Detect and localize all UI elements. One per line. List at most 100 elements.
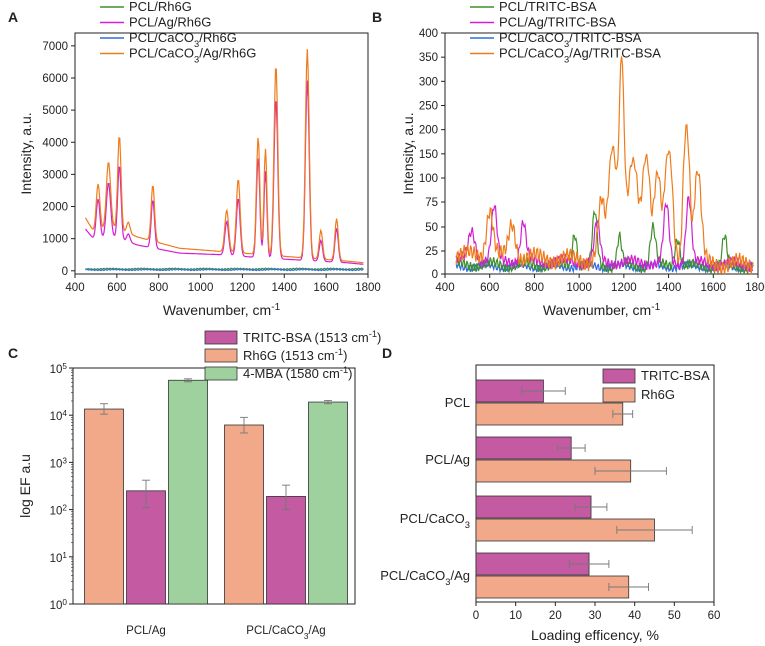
c-legend-label-part: )	[348, 366, 352, 381]
b-legend-label-part: PCL/CaCO	[499, 46, 564, 61]
b-ytick-label: 75	[425, 197, 438, 209]
b-xtick-label: 1800	[745, 282, 765, 294]
d-legend-label: Rh6G	[641, 387, 675, 402]
a-ytick-label: 7000	[42, 41, 68, 53]
b-ytick-label: 250	[419, 101, 438, 113]
a-xaxis-label: Wavenumber, cm-1	[163, 302, 281, 319]
d-xtick-label: 30	[589, 610, 602, 622]
a-ytick-label: 1000	[42, 234, 68, 246]
a-legend-label: PCL/CaCO3/Rh6G	[129, 30, 237, 49]
a-ytick-label: 5000	[42, 105, 68, 117]
a-xtick-label: 1400	[271, 282, 297, 294]
a-legend-label-part: /Ag/Rh6G	[199, 46, 256, 61]
b-xtick-label: 400	[435, 282, 454, 294]
c-ytick-base: 10	[50, 411, 63, 423]
b-legend-label: PCL/CaCO3/TRITC-BSA	[499, 30, 642, 49]
b-series-line-orange	[455, 56, 754, 275]
d-category-label: PCL/Ag	[425, 452, 470, 467]
c-legend-label-part: -1	[369, 329, 377, 339]
c-legend-label: Rh6G (1513 cm-1)	[243, 347, 347, 363]
c-ytick-label: 103	[50, 456, 68, 471]
c-category-label-part: PCL/Ag	[126, 625, 166, 637]
c-legend-swatch	[204, 348, 238, 363]
b-xtick-label: 600	[480, 282, 499, 294]
c-ytick-exp: 2	[62, 503, 67, 512]
d-xtick-label: 20	[549, 610, 562, 622]
c-category-label-part: 3	[304, 632, 309, 641]
b-ytick-label: 50	[425, 222, 438, 234]
a-ytick-label: 4000	[42, 137, 68, 149]
a-yaxis-label: Intensity, a.u.	[18, 112, 34, 194]
d-xtick-label: 0	[473, 610, 479, 622]
a-ytick-label: 6000	[42, 73, 68, 85]
c-ytick-label: 101	[50, 550, 68, 565]
b-ytick-label: 300	[419, 76, 438, 88]
c-legend-label-part: -1	[335, 347, 343, 357]
a-xaxis-label-text: Wavenumber, cm	[163, 302, 271, 318]
c-legend-swatch	[204, 366, 238, 381]
a-xtick-label: 1200	[230, 282, 256, 294]
d-xtick-label: 10	[509, 610, 522, 622]
d-legend-label: TRITC-BSA	[641, 368, 710, 383]
panel-c-label: C	[8, 345, 18, 361]
a-ytick-label: 0	[62, 266, 68, 278]
c-bar-rh6g	[84, 408, 124, 605]
d-xtick-label: 40	[628, 610, 641, 622]
c-legend-label-part: TRITC-BSA (1513 cm	[243, 330, 369, 345]
a-xtick-label: 1800	[355, 282, 381, 294]
c-legend-label-part: Rh6G (1513 cm	[243, 348, 335, 363]
b-series-line-green	[455, 209, 754, 275]
d-xaxis-label: Loading efficency, %	[531, 627, 659, 643]
b-ytick-label: 100	[419, 173, 438, 185]
c-legend-label: TRITC-BSA (1513 cm-1)	[243, 329, 381, 345]
d-category-label-part: PCL/Ag	[425, 452, 470, 467]
d-category-label: PCL/CaCO3/Ag	[380, 568, 470, 587]
c-ytick-base: 10	[50, 553, 63, 565]
a-legend-label: PCL/CaCO3/Ag/Rh6G	[129, 46, 256, 65]
d-xtick-label: 50	[668, 610, 681, 622]
d-bar-rh6g	[475, 575, 630, 599]
a-legend-label-part: 3	[194, 39, 199, 49]
d-bar-rh6g	[475, 402, 624, 426]
a-series-line-orange	[84, 49, 364, 264]
b-xtick-label: 1600	[700, 282, 726, 294]
d-category-label-part: 3	[445, 577, 450, 587]
c-legend-label-part: )	[377, 330, 381, 345]
d-category-label-part: 3	[465, 520, 470, 530]
d-bar-tritc-bsa	[475, 495, 592, 519]
a-xtick-label: 400	[65, 282, 84, 294]
c-yaxis-label: log EF a.u	[17, 454, 33, 518]
a-legend-label-part: PCL/CaCO	[129, 30, 194, 45]
b-xtick-label: 800	[525, 282, 544, 294]
b-ytick-label: 0	[432, 269, 438, 281]
b-xtick-label: 1400	[656, 282, 682, 294]
c-ytick-label: 102	[50, 503, 68, 518]
c-bar-tritc-bsa	[126, 490, 166, 605]
b-yaxis-label: Intensity, a.u.	[400, 112, 416, 194]
d-category-label: PCL	[445, 395, 470, 410]
d-xtick-label: 60	[708, 610, 721, 622]
b-legend-label-part: /Ag/TRITC-BSA	[569, 46, 661, 61]
panel-a-line-chart: 400 600 800 1000 1200 1400 1600 1800 0 1000 2000 30…	[18, 0, 381, 318]
c-bar-tritc-bsa	[266, 496, 306, 605]
b-ytick-label: 400	[419, 28, 438, 40]
d-category-label: PCL/CaCO3	[400, 511, 470, 530]
b-ytick-label: 200	[419, 125, 438, 137]
a-xtick-label: 600	[107, 282, 126, 294]
a-ytick-label: 2000	[42, 202, 68, 214]
b-xtick-label: 1000	[566, 282, 592, 294]
a-legend-label-part: /Rh6G	[199, 30, 237, 45]
c-bar-rh6g	[224, 424, 264, 605]
a-legend-label: PCL/Rh6G	[129, 0, 192, 14]
d-category-label-part: /Ag	[450, 568, 470, 583]
a-legend-label: PCL/Ag/Rh6G	[129, 15, 211, 30]
b-ytick-label: 350	[419, 52, 438, 64]
b-legend-label-part: /TRITC-BSA	[569, 30, 642, 45]
a-plot-frame	[74, 32, 369, 275]
a-xaxis-label-sup: -1	[271, 302, 280, 313]
c-ytick-exp: 5	[62, 362, 67, 371]
b-xaxis-label-sup: -1	[651, 302, 660, 313]
b-legend-label: PCL/CaCO3/Ag/TRITC-BSA	[499, 46, 661, 65]
c-ytick-base: 10	[50, 506, 63, 518]
